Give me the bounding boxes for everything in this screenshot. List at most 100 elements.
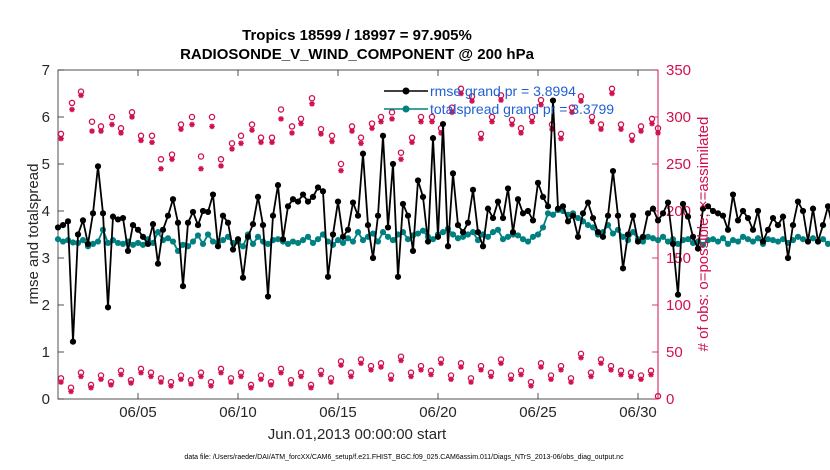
rmse-point [299, 191, 307, 198]
obs-assimilated-point [508, 376, 514, 383]
obs-assimilated-point [609, 90, 615, 97]
obs-assimilated-point [538, 101, 544, 108]
obs-possible-point [108, 113, 116, 121]
spread-point [314, 236, 322, 243]
spread-point [749, 238, 757, 245]
spread-point [219, 237, 227, 244]
y-axis-right-label: # of obs: o=possible; ×=assimilated [695, 117, 712, 352]
obs-assimilated-point [258, 139, 264, 146]
spread-point [264, 240, 272, 247]
obs-assimilated-point [409, 139, 415, 146]
rmse-point [744, 214, 752, 222]
rmse-point [789, 222, 797, 229]
rmse-point [614, 212, 622, 219]
obs-assimilated-point [558, 135, 564, 142]
rmse-point [689, 233, 697, 240]
spread-point [794, 233, 802, 240]
rmse-point [394, 273, 402, 280]
spread-point [119, 240, 127, 247]
rmse-point [539, 193, 547, 200]
spread-point [629, 229, 637, 236]
obs-assimilated-point [389, 116, 395, 122]
spread-point [69, 239, 77, 246]
rmse-point [254, 193, 262, 200]
spread-point [699, 241, 707, 248]
obs-assimilated-point [89, 128, 95, 134]
rmse-point [229, 246, 237, 253]
y-tick-label: 4 [42, 203, 50, 220]
rmse-point [104, 304, 112, 311]
rmse-point [239, 274, 247, 281]
spread-point [714, 238, 722, 245]
rmse-point [124, 247, 132, 255]
rmse-point [369, 254, 377, 262]
obs-assimilated-point [228, 379, 234, 385]
obs-assimilated-point [498, 360, 504, 367]
spread-point [574, 214, 582, 222]
obs-possible-point [288, 123, 296, 130]
spread-point [374, 238, 382, 245]
rmse-point [309, 193, 317, 200]
spread-point [544, 210, 552, 217]
spread-point [304, 233, 312, 240]
y-tick-label: 2 [42, 297, 50, 314]
spread-point [819, 236, 827, 243]
rmse-point [399, 200, 407, 208]
spread-point [779, 236, 787, 243]
legend-spread-marker [402, 105, 410, 113]
obs-assimilated-point [218, 369, 224, 376]
x-tick-label: 06/10 [219, 404, 257, 421]
rmse-point [379, 132, 387, 139]
rmse-point [814, 238, 822, 245]
rmse-point [414, 177, 422, 184]
obs-assimilated-point [198, 165, 204, 172]
rmse-point [594, 229, 602, 236]
rmse-point [694, 245, 702, 252]
spread-point [179, 241, 187, 248]
rmse-point [494, 198, 502, 205]
rmse-point [749, 226, 757, 233]
rmse-point [734, 217, 742, 224]
rmse-point [94, 163, 102, 170]
spread-point [484, 233, 492, 240]
spread-point [549, 211, 557, 218]
rmse-point [644, 210, 652, 217]
rmse-point [564, 218, 572, 225]
obs-assimilated-point [118, 371, 124, 378]
rmse-point [289, 196, 297, 203]
obs-assimilated-point [578, 354, 584, 361]
obs-assimilated-point [629, 137, 635, 144]
spread-point [519, 236, 527, 243]
rmse-point [794, 198, 802, 205]
obs-assimilated-point [149, 139, 155, 146]
spread-point [104, 239, 112, 247]
obs-assimilated-point [69, 106, 75, 113]
rmse-point [234, 236, 242, 243]
obs-assimilated-point [528, 383, 534, 389]
rmse-point [84, 240, 92, 247]
rmse-point [769, 214, 777, 222]
y-right-tick-label: 250 [666, 156, 691, 173]
rmse-point [819, 222, 827, 229]
obs-possible-point [248, 121, 256, 128]
spread-point [89, 240, 97, 247]
obs-assimilated-point [318, 131, 324, 137]
obs-assimilated-point [338, 362, 344, 368]
obs-assimilated-point [308, 384, 314, 391]
spread-point [449, 231, 457, 238]
obs-possible-point [328, 132, 336, 140]
spread-point [189, 238, 197, 245]
rmse-point [709, 207, 717, 215]
rmse-point [549, 97, 557, 104]
spread-point [469, 229, 477, 236]
rmse-point [184, 219, 192, 226]
spread-point [824, 240, 830, 247]
obs-assimilated-point [329, 138, 335, 145]
spread-point [209, 238, 217, 245]
obs-assimilated-point [538, 364, 544, 370]
rmse-point [699, 205, 707, 212]
obs-assimilated-point [278, 369, 284, 376]
legend-rmse-label: rmse grand pr = 3.8994 [430, 83, 576, 99]
spread-point [514, 232, 522, 239]
spread-point [639, 238, 647, 245]
